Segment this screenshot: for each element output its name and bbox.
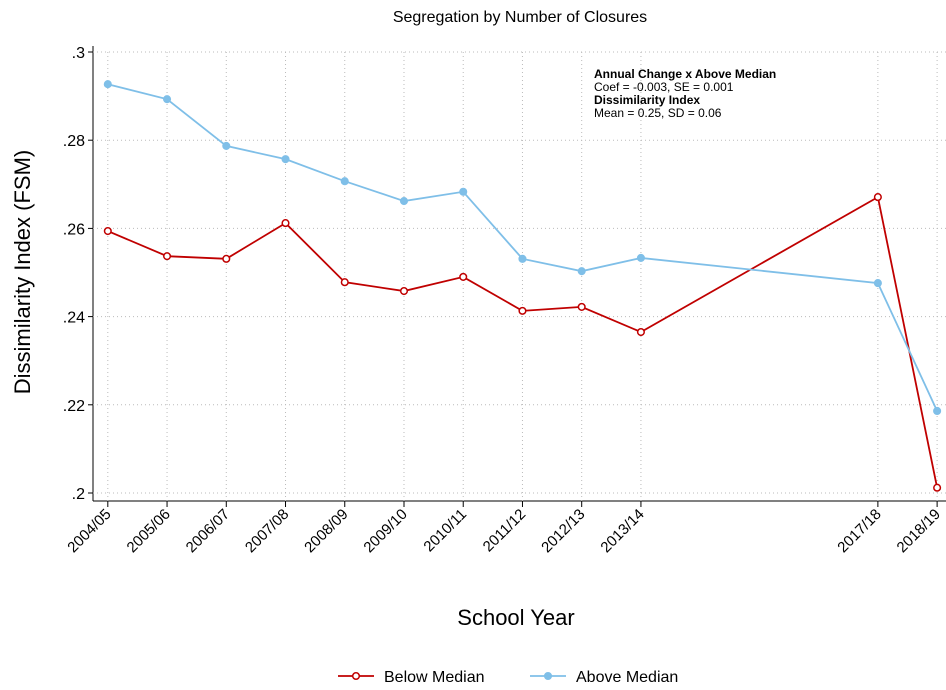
point <box>399 286 409 296</box>
x-tick-label: 2008/09 <box>301 506 351 556</box>
point <box>222 254 231 263</box>
x-tick-label: 2017/18 <box>834 506 884 556</box>
annotation: Annual Change x Above Median <box>594 67 776 81</box>
y-axis-label: Dissimilarity Index (FSM) <box>10 150 35 394</box>
annotation: Mean = 0.25, SD = 0.06 <box>594 106 722 120</box>
x-tick-label: 2013/14 <box>597 506 647 556</box>
y-tick-label: .22 <box>63 398 85 415</box>
point <box>873 279 882 288</box>
x-tick-label: 2011/12 <box>480 506 530 556</box>
point <box>162 252 172 261</box>
x-tick-label: 2009/10 <box>360 506 410 556</box>
point <box>636 253 645 262</box>
point <box>340 177 349 186</box>
point <box>459 272 468 281</box>
series-line <box>107 83 938 412</box>
x-axis-label: School Year <box>457 605 574 630</box>
point <box>933 483 942 492</box>
legend-marker <box>351 671 361 681</box>
series-line <box>107 195 938 488</box>
point <box>518 306 527 315</box>
point <box>222 141 231 150</box>
chart-title: Segregation by Number of Closures <box>393 9 647 26</box>
y-tick-label: .24 <box>63 310 85 327</box>
x-tick-label: 2012/13 <box>538 506 588 556</box>
legend-label: Below Median <box>384 669 485 686</box>
point <box>340 278 349 287</box>
point <box>459 187 468 196</box>
point <box>103 226 112 236</box>
point <box>873 193 882 202</box>
point <box>281 219 290 228</box>
point <box>636 327 645 337</box>
x-tick-label: 2005/06 <box>124 506 174 556</box>
y-tick-label: .28 <box>63 133 85 150</box>
point <box>399 197 409 206</box>
x-tick-label: 2004/05 <box>64 506 114 556</box>
x-tick-label: 2018/19 <box>894 506 944 556</box>
y-tick-label: .2 <box>72 486 85 503</box>
point <box>577 267 586 276</box>
legend-marker <box>543 671 553 681</box>
point <box>518 254 527 263</box>
point <box>281 155 290 164</box>
annotation: Dissimilarity Index <box>594 93 700 107</box>
point <box>103 80 112 89</box>
y-tick-label: .3 <box>72 45 85 62</box>
x-tick-label: 2010/11 <box>420 506 470 556</box>
y-tick-label: .26 <box>63 221 85 238</box>
x-tick-label: 2007/08 <box>242 506 292 556</box>
point <box>577 302 586 311</box>
point <box>933 406 942 416</box>
point <box>162 95 172 104</box>
annotation: Coef = -0.003, SE = 0.001 <box>594 80 734 94</box>
x-tick-label: 2006/07 <box>183 506 233 556</box>
legend-label: Above Median <box>576 669 678 686</box>
